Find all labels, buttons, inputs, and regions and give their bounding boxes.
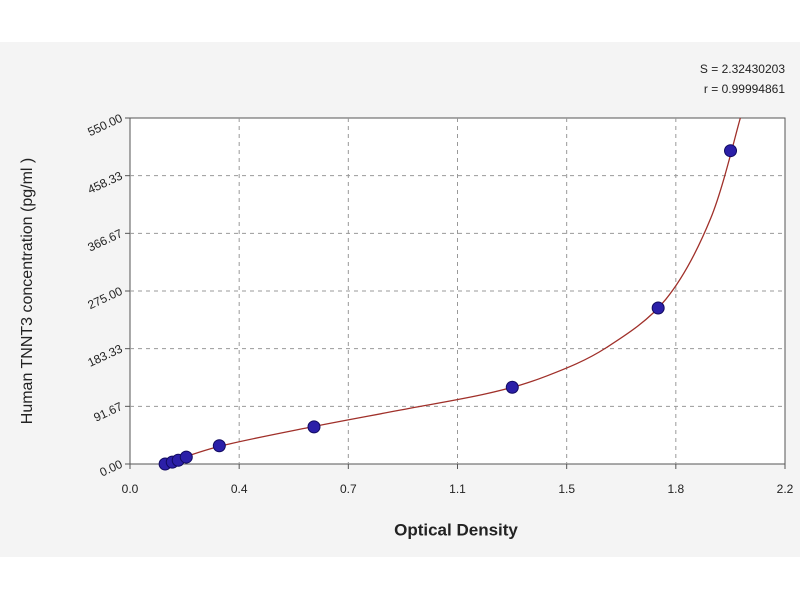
annotation: r = 0.99994861 bbox=[704, 82, 785, 96]
x-axis-label: Optical Density bbox=[394, 520, 518, 539]
data-point bbox=[724, 144, 738, 158]
data-point bbox=[651, 301, 665, 315]
data-point bbox=[307, 420, 321, 434]
x-tick-label: 2.2 bbox=[777, 482, 794, 496]
annotation: S = 2.32430203 bbox=[700, 62, 785, 76]
x-tick-label: 1.5 bbox=[558, 482, 575, 496]
x-tick-label: 1.8 bbox=[667, 482, 684, 496]
x-tick-label: 1.1 bbox=[449, 482, 466, 496]
x-tick-label: 0.4 bbox=[231, 482, 248, 496]
x-tick-label: 0.0 bbox=[122, 482, 139, 496]
data-point bbox=[179, 450, 193, 464]
data-point bbox=[212, 439, 226, 453]
x-tick-label: 0.7 bbox=[340, 482, 357, 496]
data-point bbox=[505, 380, 519, 394]
fit-curve bbox=[164, 117, 741, 465]
y-axis-label: Human TNNT3 concentration (pg/ml ) bbox=[19, 158, 36, 424]
